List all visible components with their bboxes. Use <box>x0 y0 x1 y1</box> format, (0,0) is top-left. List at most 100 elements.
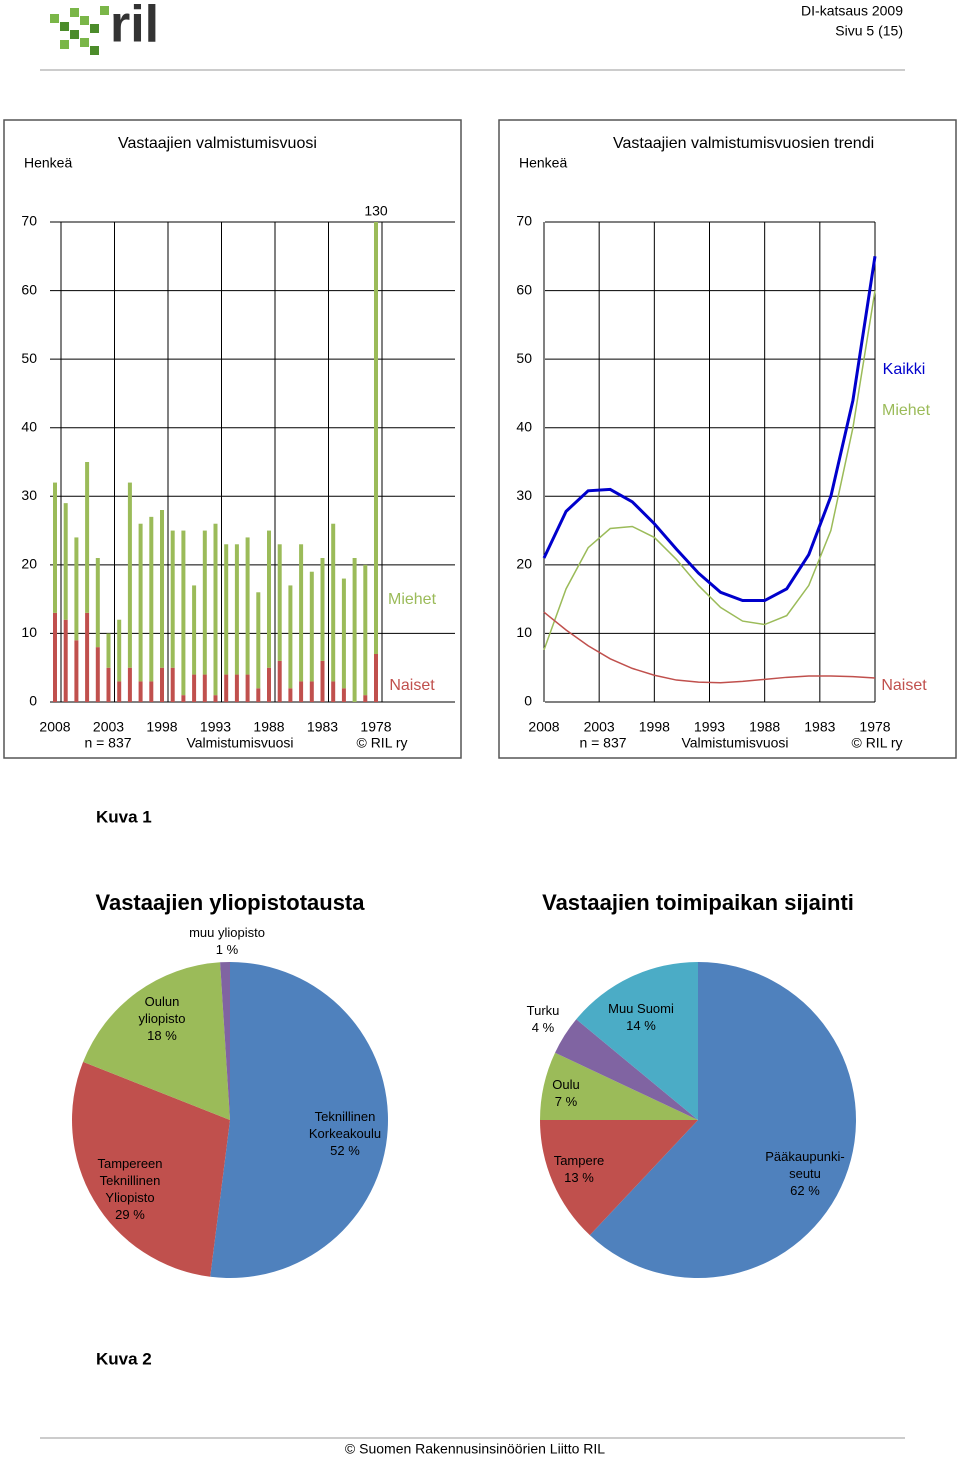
slice-value: 62 % <box>790 1183 820 1198</box>
bar-segment <box>202 530 207 675</box>
logo-cubes <box>50 6 109 55</box>
slice-name: Muu Suomi <box>608 1001 674 1016</box>
bar-segment <box>331 523 336 682</box>
y-tick-label: 70 <box>516 213 532 229</box>
bars <box>53 222 378 702</box>
pie-slice <box>576 962 698 1120</box>
slice-label: muu yliopisto 1 % <box>172 924 282 958</box>
sample-size: n = 837 <box>84 735 131 751</box>
chart-frame <box>498 119 957 759</box>
slice-label: Pääkaupunki-seutu 62 % <box>763 1148 848 1199</box>
y-tick-label: 40 <box>21 418 37 434</box>
bar-segment <box>267 530 271 668</box>
footer: © Suomen Rakennusinsinöörien Liitto RIL <box>345 1441 605 1457</box>
bar-segment <box>224 544 229 675</box>
bar-segment <box>106 633 111 668</box>
bar-segment <box>352 558 357 702</box>
bar-segment <box>267 667 271 702</box>
x-tick-label: 1993 <box>694 719 725 735</box>
bar-segment <box>202 674 207 702</box>
bar-segment <box>74 537 79 641</box>
slice-label: Turku 4 % <box>518 1002 568 1036</box>
pie-slice <box>210 962 388 1278</box>
bar-segment <box>117 681 122 702</box>
logo-text: ril <box>110 0 159 54</box>
y-tick-label: 30 <box>21 487 37 503</box>
bar-segment <box>160 667 164 702</box>
bar-segment <box>234 544 239 675</box>
doc-title: DI-katsaus 2009 <box>801 3 903 19</box>
x-tick-label: 1983 <box>307 719 338 735</box>
legend-entry: Kaikki <box>883 361 926 378</box>
bar-segment <box>181 695 186 702</box>
chart-title: Vastaajien valmistumisvuosi <box>118 135 317 152</box>
bar-segment <box>277 544 282 661</box>
bar-segment <box>363 695 368 702</box>
slice-label: Oulu 7 % <box>541 1076 591 1110</box>
slice-name: Oulun yliopisto <box>138 994 186 1026</box>
bar-segment <box>374 654 378 702</box>
chart-frame <box>3 119 462 759</box>
bar-segment <box>374 222 378 655</box>
y-tick-label: 0 <box>524 693 532 709</box>
y-tick-label: 50 <box>21 350 37 366</box>
slice-label: Muu Suomi 14 % <box>601 1000 681 1034</box>
y-axis-label: Henkeä <box>24 155 72 171</box>
bar-segment <box>192 585 197 675</box>
legend-entry: Naiset <box>389 677 435 694</box>
chart-title: Vastaajien valmistumisvuosien trendi <box>613 135 874 152</box>
pie-slice <box>589 962 857 1278</box>
slice-value: 29 % <box>115 1207 145 1222</box>
x-tick-label: 2008 <box>39 719 70 735</box>
caption: Kuva 2 <box>96 1349 152 1368</box>
bar-segment <box>320 558 325 661</box>
slice-value: 14 % <box>626 1018 656 1033</box>
y-tick-label: 20 <box>21 556 37 572</box>
slice-value: 18 % <box>147 1028 177 1043</box>
slice-name: Oulu <box>552 1077 580 1092</box>
slice-value: 13 % <box>564 1170 594 1185</box>
bar-segment <box>363 564 368 696</box>
bar-segment <box>95 647 100 702</box>
slice-value: 4 % <box>531 1020 555 1035</box>
slice-name: Turku <box>526 1003 560 1018</box>
y-tick-label: 10 <box>21 624 37 640</box>
pie-slice <box>540 1120 698 1236</box>
bar-segment <box>256 592 261 689</box>
legend-entry: Naiset <box>881 677 927 694</box>
y-tick-label: 10 <box>516 624 532 640</box>
pie-slice <box>540 1052 698 1120</box>
x-tick-label: 1998 <box>146 719 177 735</box>
x-tick-label: 2008 <box>528 719 559 735</box>
pie-title: Vastaajien yliopistotausta <box>96 890 366 915</box>
bar-segment <box>341 688 346 702</box>
slice-name: Tampereen Teknillinen Yliopisto <box>97 1156 163 1205</box>
x-tick-label: 1988 <box>253 719 284 735</box>
bar-segment <box>234 674 239 702</box>
bar-segment <box>127 482 132 668</box>
x-axis-label: Valmistumisvuosi <box>681 735 788 751</box>
lines <box>542 256 877 684</box>
bar-segment <box>149 681 154 702</box>
slice-label: Tampere 13 % <box>544 1152 614 1186</box>
x-tick-label: 1983 <box>804 719 835 735</box>
pie-title: Vastaajien toimipaikan sijainti <box>542 890 854 915</box>
bar-segment <box>63 503 68 620</box>
slice-label: Tampereen Teknillinen Yliopisto 29 % <box>90 1155 170 1223</box>
bar-segment <box>138 523 143 682</box>
x-tick-label: 1978 <box>360 719 391 735</box>
sample-size: n = 837 <box>579 735 626 751</box>
y-tick-label: 30 <box>516 487 532 503</box>
bar-segment <box>127 667 132 702</box>
bar-segment <box>224 674 229 702</box>
pie-slice <box>71 1061 230 1277</box>
bar-segment <box>288 688 293 702</box>
bar-segment <box>53 612 57 702</box>
x-tick-label: 2003 <box>93 719 124 735</box>
bar-segment <box>277 660 282 702</box>
bar-segment <box>341 578 346 689</box>
pie-slice <box>555 1019 698 1120</box>
bar-segment <box>309 681 314 702</box>
bar-segment <box>309 571 314 682</box>
